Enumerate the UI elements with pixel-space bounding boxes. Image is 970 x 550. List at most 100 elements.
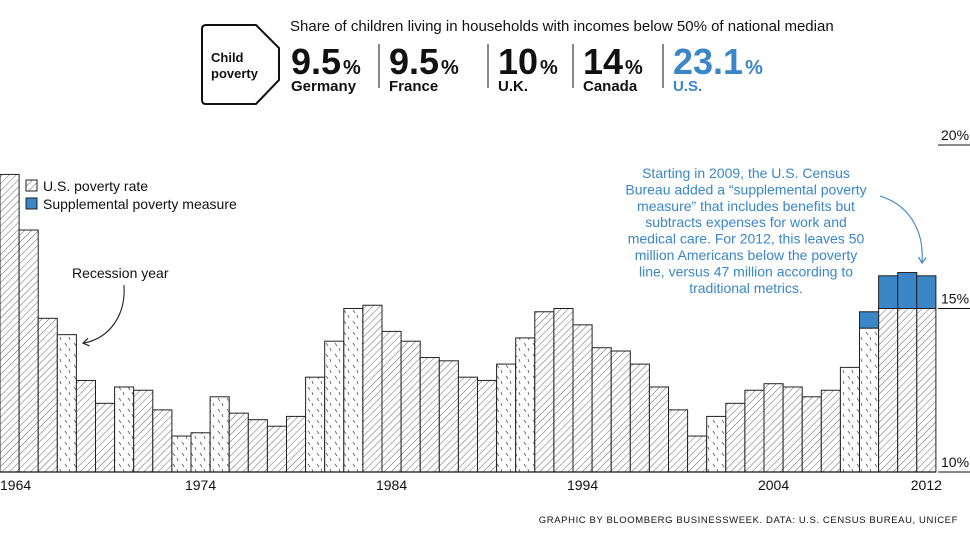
x-tick-1994: 1994 (567, 477, 598, 493)
note-line-5: million Americans below the poverty (635, 247, 858, 263)
bar-1985 (400, 340, 421, 473)
bar-1988 (457, 376, 478, 473)
note-arrow (879, 195, 922, 262)
x-tick-1964: 1964 (0, 477, 31, 493)
note-line-2: measure” that includes benefits but (637, 198, 855, 214)
bar-1970 (114, 386, 135, 473)
bar-1977 (247, 419, 268, 473)
supplemental-bar-2010 (878, 275, 899, 309)
bar-1987 (438, 360, 459, 473)
x-tick-1984: 1984 (376, 477, 407, 493)
bar-1993 (553, 308, 574, 473)
bar-1969 (95, 402, 116, 473)
supplemental-bar-2012 (916, 275, 937, 309)
recession-arrow (84, 284, 125, 343)
bar-2001 (706, 415, 727, 473)
bar-1981 (324, 340, 345, 473)
bar-2003 (744, 389, 765, 473)
stat-value-2: 10% (498, 41, 558, 82)
bar-1997 (629, 363, 650, 473)
stat-value-0: 9.5% (291, 41, 361, 82)
bar-2005 (782, 386, 803, 473)
stat-number: 23.1 (673, 41, 743, 82)
legend: U.S. poverty rate Supplemental poverty m… (25, 178, 237, 212)
badge-line-2: poverty (211, 66, 259, 81)
bar-2002 (725, 402, 746, 473)
legend-label-supplemental: Supplemental poverty measure (43, 196, 237, 212)
x-tick-1974: 1974 (185, 477, 216, 493)
stat-country-1: France (389, 78, 438, 95)
stat-value-1: 9.5% (389, 41, 459, 82)
stat-number: 9.5 (291, 41, 341, 82)
bar-1984 (381, 330, 402, 473)
x-tick-2004: 2004 (758, 477, 789, 493)
bar-2004 (763, 383, 784, 473)
bar-2000 (687, 435, 708, 473)
y-tick-label: 15% (941, 291, 969, 307)
bar-2009 (859, 327, 880, 473)
stat-unit: % (441, 57, 459, 79)
stat-unit: % (625, 57, 643, 79)
stat-unit: % (540, 57, 558, 79)
bar-2011 (897, 308, 918, 473)
bar-1968 (75, 379, 97, 473)
bar-1982 (343, 308, 364, 473)
note-line-4: medical care. For 2012, this leaves 50 (628, 231, 865, 247)
stat-country-3: Canada (583, 78, 638, 95)
supplemental-bar-2011 (897, 272, 918, 309)
note-line-3: subtracts expenses for work and (645, 214, 847, 230)
bar-1990 (496, 363, 517, 473)
bar-1986 (419, 357, 440, 473)
bar-1975 (209, 396, 230, 473)
stat-number: 10 (498, 41, 538, 82)
stat-country-4: U.S. (673, 78, 702, 95)
chart-subtitle: Share of children living in households w… (290, 18, 834, 35)
bar-2008 (839, 366, 861, 473)
bar-1972 (152, 409, 173, 473)
stat-number: 9.5 (389, 41, 439, 82)
bar-1967 (56, 334, 77, 473)
stat-unit: % (745, 57, 763, 79)
bar-1980 (305, 376, 326, 473)
y-tick-label: 20% (941, 127, 969, 143)
bar-1996 (610, 350, 631, 473)
note-line-6: line, versus 47 million according to (639, 263, 853, 279)
y-tick-label: 10% (941, 454, 969, 470)
bar-1971 (133, 389, 154, 473)
bar-1991 (515, 337, 536, 473)
legend-swatch-poverty (25, 179, 38, 192)
note-line-7: traditional metrics. (689, 280, 803, 296)
bar-1974 (190, 432, 211, 473)
bar-1992 (534, 311, 555, 473)
bar-2006 (801, 396, 822, 473)
bar-1999 (668, 409, 689, 473)
stat-unit: % (343, 57, 361, 79)
bar-1998 (648, 386, 670, 473)
bar-1964 (0, 173, 20, 473)
bar-1989 (477, 379, 498, 473)
bar-1995 (591, 347, 612, 473)
bar-2007 (820, 389, 841, 473)
stat-country-2: U.K. (498, 78, 528, 95)
supplemental-note: Starting in 2009, the U.S. CensusBureau … (625, 165, 866, 296)
child-poverty-badge: Child poverty (201, 24, 280, 105)
stat-country-0: Germany (291, 78, 357, 95)
stat-value-4: 23.1% (673, 41, 763, 82)
bar-1978 (266, 425, 287, 473)
bar-1983 (362, 304, 383, 473)
note-line-1: Bureau added a “supplemental poverty (625, 181, 866, 197)
bar-1979 (286, 415, 307, 473)
bar-2010 (878, 308, 899, 473)
bar-2012 (916, 308, 937, 473)
recession-annotation: Recession year (72, 265, 169, 281)
badge-line-1: Child (211, 50, 244, 65)
y-axis: 20% 15% 10% (938, 127, 970, 473)
bar-1976 (228, 412, 249, 473)
bars (0, 173, 937, 473)
bar-1994 (572, 324, 593, 473)
supplemental-bar-2009 (859, 311, 880, 329)
credit-line: GRAPHIC BY BLOOMBERG BUSINESSWEEK. DATA:… (539, 515, 958, 526)
note-line-0: Starting in 2009, the U.S. Census (642, 165, 850, 181)
